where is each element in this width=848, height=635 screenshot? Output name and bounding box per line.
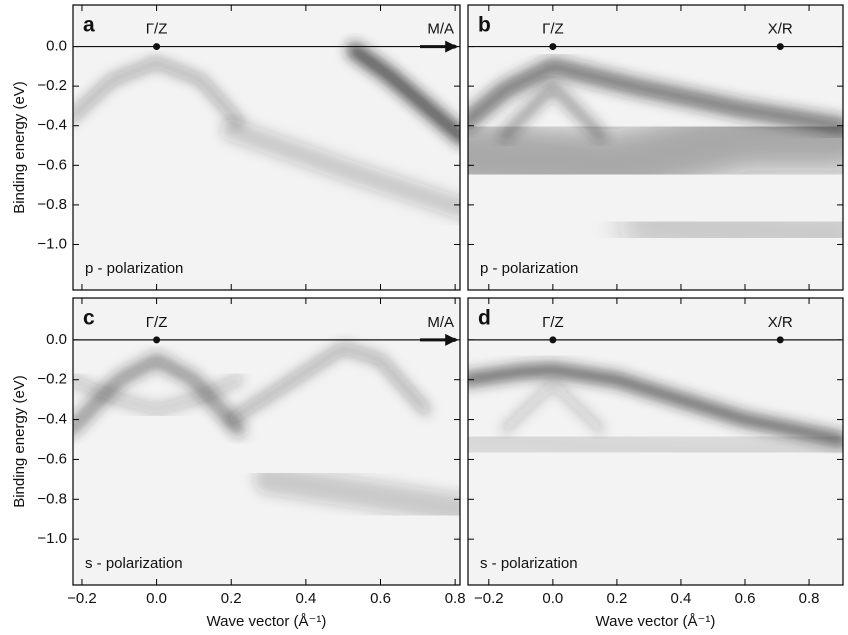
- point-label: X/R: [768, 21, 793, 38]
- y-tick-label: −0.2: [37, 77, 67, 94]
- y-tick-label: −0.8: [37, 490, 67, 507]
- y-tick-label: 0.0: [46, 331, 67, 348]
- point-label: Γ/Z: [146, 21, 168, 38]
- intensity-band: [649, 225, 841, 235]
- y-axis-label: Binding energy (eV): [11, 375, 28, 508]
- y-axis-label: Binding energy (eV): [11, 81, 28, 214]
- panel-letter: b: [478, 14, 491, 37]
- high-symmetry-point: [549, 43, 556, 50]
- x-tick-label: 0.4: [671, 590, 692, 607]
- y-tick-label: −0.4: [37, 117, 67, 134]
- x-tick-label: 0.6: [370, 590, 391, 607]
- x-tick-label: 0.8: [799, 590, 820, 607]
- high-symmetry-point: [549, 336, 556, 343]
- y-tick-label: −0.4: [37, 411, 67, 428]
- point-label: Γ/Z: [146, 314, 168, 331]
- y-tick-label: −0.6: [37, 450, 67, 467]
- polarization-label: p - polarization: [85, 260, 183, 277]
- x-tick-label: 0.4: [295, 590, 316, 607]
- x-tick-label: 0.0: [146, 590, 167, 607]
- figure: 0.0 −0.2 −0.4 −0.6 −0.8 −1.0 M/A Γ/Z a p - polari…: [0, 0, 848, 635]
- x-tick-label: 0.6: [735, 590, 756, 607]
- direction-label: M/A: [427, 314, 454, 331]
- point-label: Γ/Z: [542, 314, 564, 331]
- y-tick-label: −0.2: [37, 371, 67, 388]
- polarization-label: s - polarization: [85, 555, 183, 572]
- point-label: X/R: [768, 314, 793, 331]
- panel-letter: c: [83, 307, 95, 330]
- x-axis-label: Wave vector (Å⁻¹): [596, 613, 716, 630]
- panel: −0.2 0.0 0.2 0.4 0.6 0.8 0.0 −0.2 −0.4 −0.6 −0.8 −1…: [11, 298, 466, 630]
- high-symmetry-point: [777, 336, 784, 343]
- y-tick-label: −0.6: [37, 156, 67, 173]
- panel: Γ/Z X/R b p - polarization: [466, 5, 843, 290]
- x-tick-label: −0.2: [67, 590, 97, 607]
- polarization-label: s - polarization: [480, 555, 578, 572]
- x-tick-label: 0.8: [445, 590, 466, 607]
- high-symmetry-point: [153, 43, 160, 50]
- point-label: Γ/Z: [542, 21, 564, 38]
- x-tick-label: 0.2: [606, 590, 627, 607]
- high-symmetry-point: [153, 336, 160, 343]
- panel: −0.2 0.0 0.2 0.4 0.6 0.8 Γ/Z X/R d s - polarizati…: [466, 298, 843, 630]
- y-tick-label: −1.0: [37, 530, 67, 547]
- panel: 0.0 −0.2 −0.4 −0.6 −0.8 −1.0 M/A Γ/Z a p - polari…: [11, 5, 463, 290]
- intensity-band: [466, 440, 841, 450]
- direction-label: M/A: [427, 21, 454, 38]
- x-tick-label: −0.2: [474, 590, 504, 607]
- high-symmetry-point: [777, 43, 784, 50]
- intensity-band: [466, 136, 841, 166]
- x-axis-label: Wave vector (Å⁻¹): [207, 613, 327, 630]
- y-tick-label: 0.0: [46, 38, 67, 55]
- x-tick-label: 0.2: [221, 590, 242, 607]
- panel-letter: a: [83, 14, 95, 37]
- y-tick-label: −1.0: [37, 235, 67, 252]
- y-tick-label: −0.8: [37, 196, 67, 213]
- polarization-label: p - polarization: [480, 260, 578, 277]
- panel-letter: d: [478, 307, 491, 330]
- x-tick-label: 0.0: [542, 590, 563, 607]
